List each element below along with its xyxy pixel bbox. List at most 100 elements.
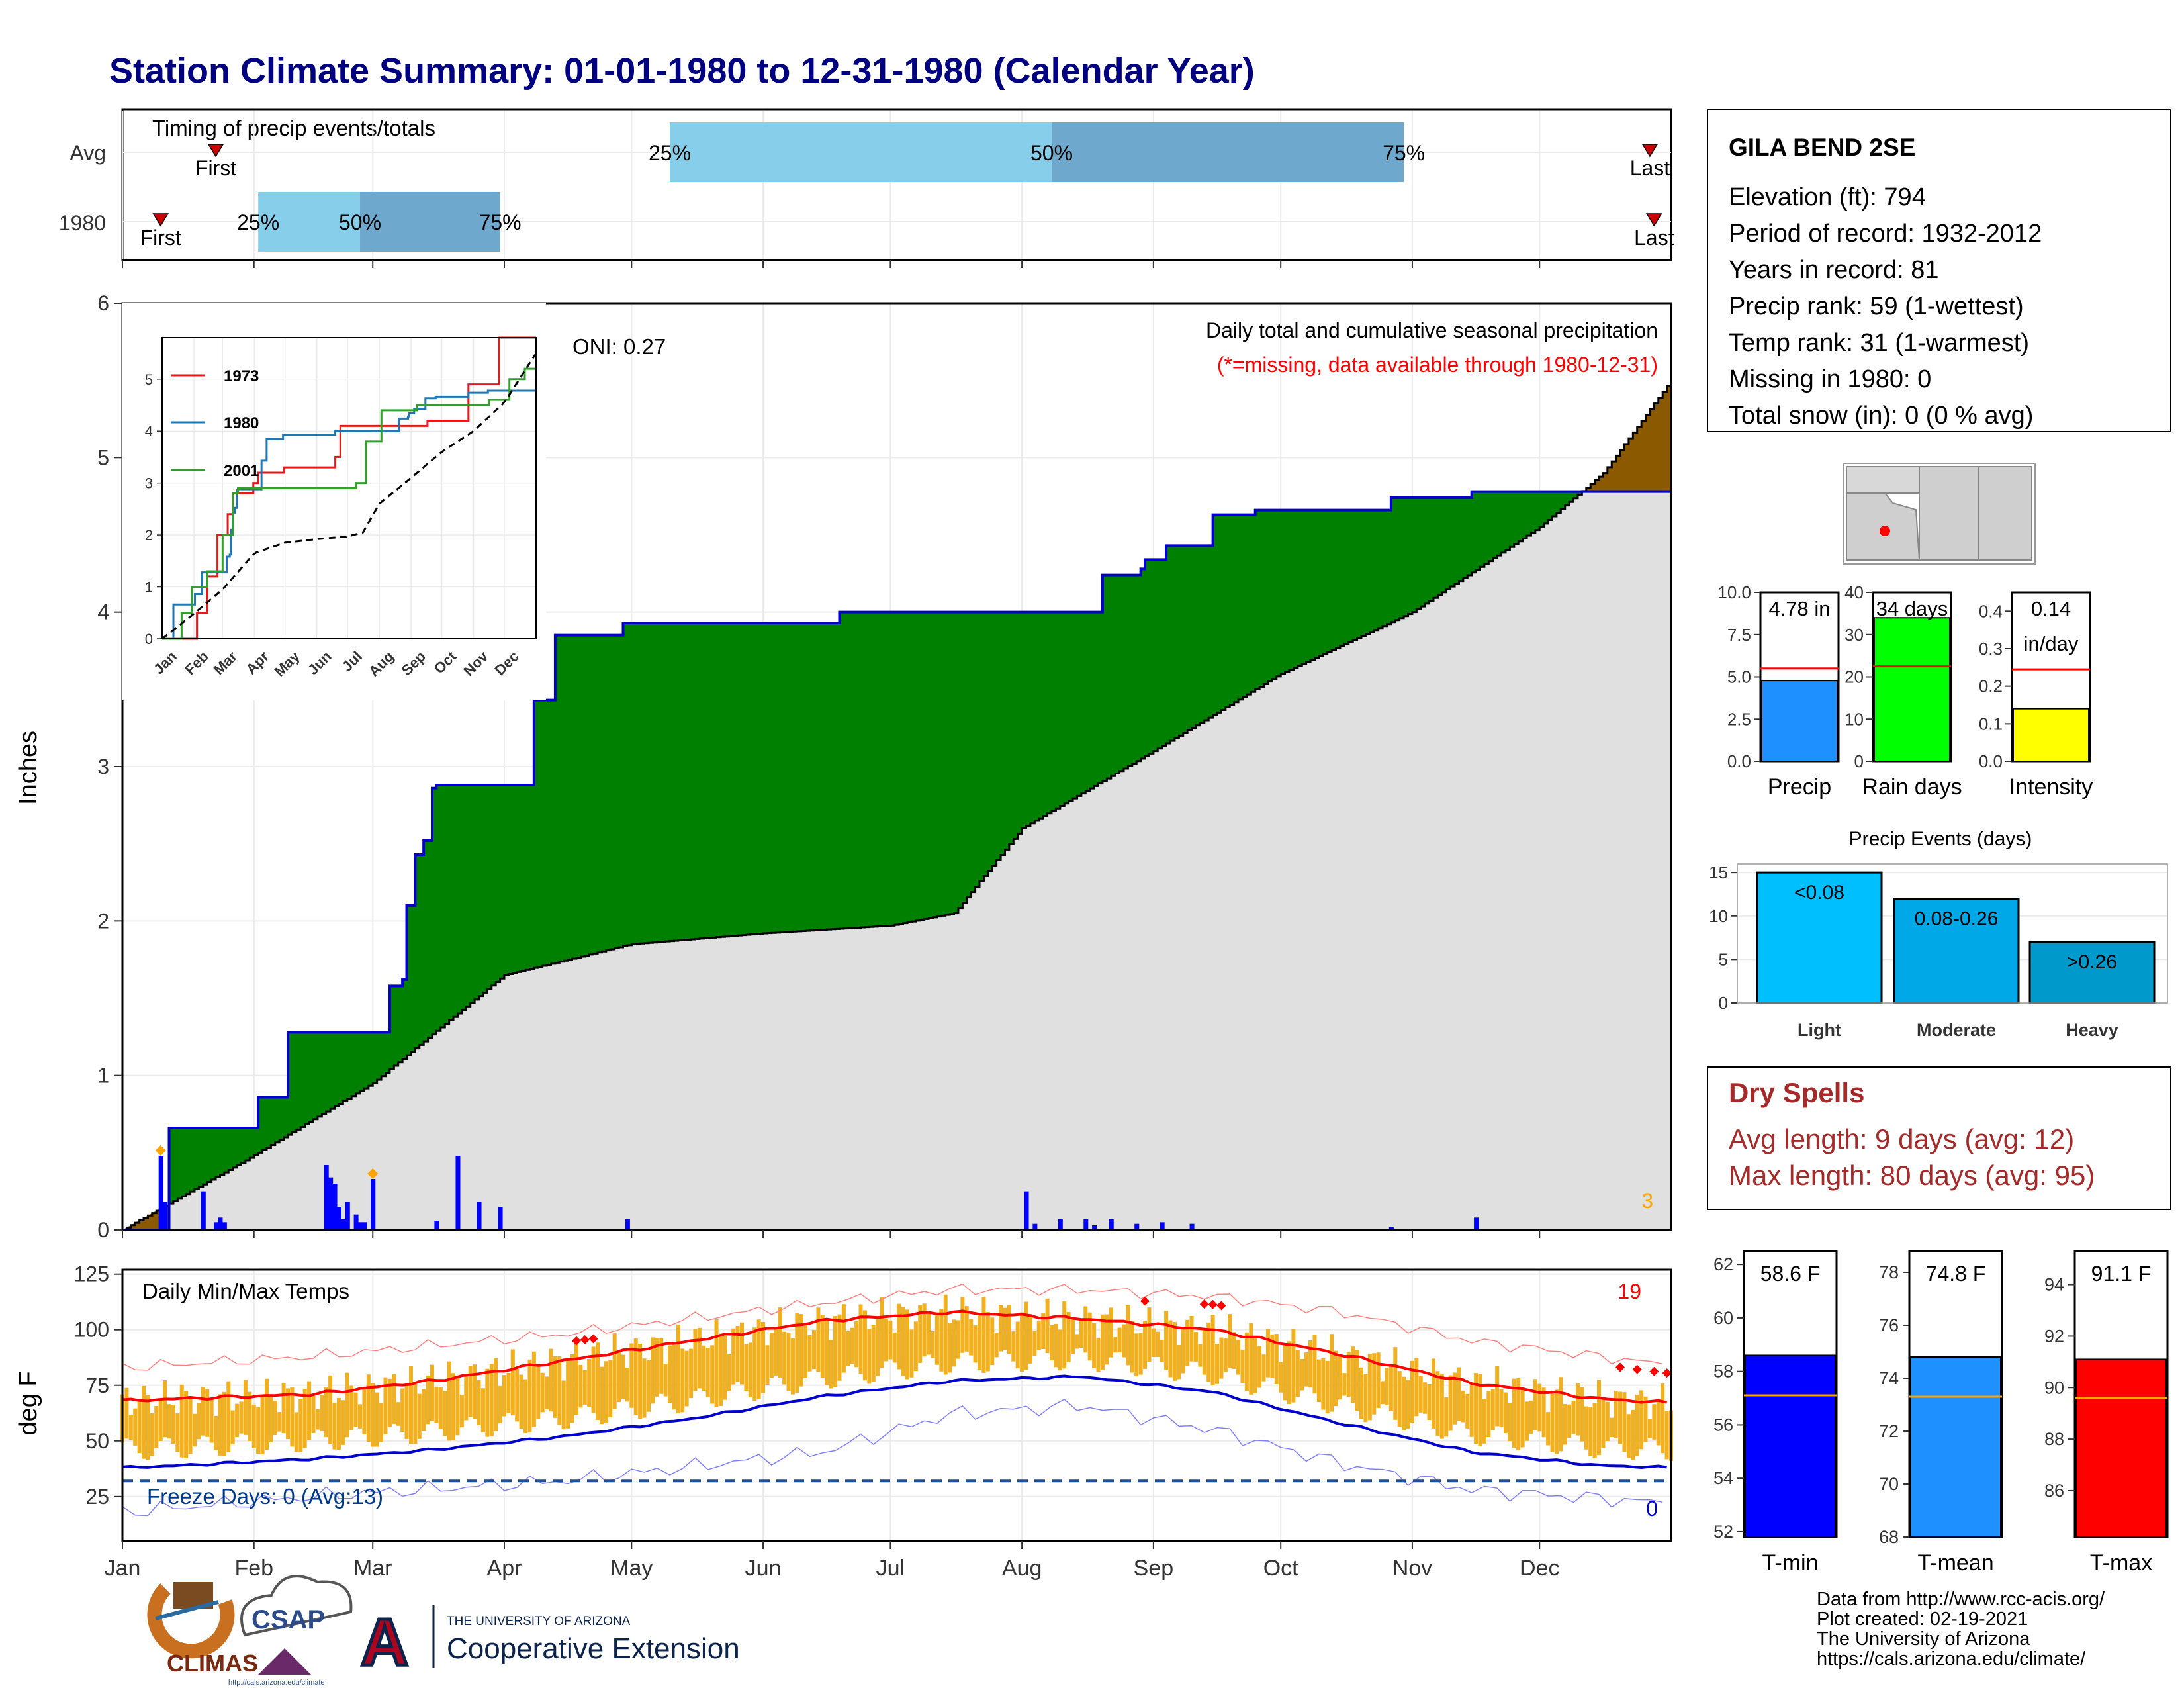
temp-bar-ytick-label: 54 (1713, 1468, 1733, 1488)
precip-subtitle: (*=missing, data available through 1980-… (1217, 353, 1658, 377)
temp-count-low: 0 (1646, 1497, 1658, 1521)
daily-precip-bar (362, 1222, 367, 1230)
events-bar (1893, 898, 2020, 1004)
daily-precip-bar (222, 1222, 227, 1230)
daily-precip-bar (371, 1179, 376, 1230)
record-high-marker (580, 1335, 590, 1345)
record-high-marker (571, 1336, 581, 1346)
mini-bar-ytick-label: 5.0 (1727, 667, 1751, 687)
mini-bar-ytick-label: 0 (1854, 751, 1864, 771)
mini-bar-ytick-label: 40 (1844, 583, 1864, 602)
daily-precip-bar (455, 1156, 461, 1230)
daily-precip-bar (341, 1219, 346, 1230)
mini-bar-label: Precip (1768, 774, 1831, 800)
month-label: Jun (745, 1556, 782, 1581)
dry-spells-max: Max length: 80 days (avg: 95) (1729, 1160, 2095, 1191)
timing-last-marker (1646, 213, 1662, 227)
temp-bar-value: 58.6 F (1760, 1262, 1821, 1286)
temp-bar-ytick-label: 60 (1713, 1308, 1733, 1328)
record-high-marker (1662, 1368, 1672, 1378)
daily-precip-bar (214, 1222, 219, 1230)
record-high-marker (1632, 1364, 1642, 1374)
timing-bar-50-75 (1052, 122, 1404, 182)
mini-bar-ytick-label: 7.5 (1727, 625, 1751, 645)
csap-url: http://cals.arizona.edu/climate (228, 1679, 325, 1687)
mini-bar-value-unit: in/day (2024, 632, 2079, 655)
precip-panel: 0 1 2 3 4 5 6 Inches Daily total and cumulativ… (15, 291, 1672, 1242)
daily-precip-bar (336, 1207, 341, 1230)
precip-ytick-label: 4 (97, 600, 109, 624)
ua-big: Cooperative Extension (447, 1632, 740, 1665)
temp-ytick-label: 125 (74, 1262, 109, 1286)
mini-bar-ytick-label: 2.5 (1727, 709, 1751, 729)
temp-bar (1745, 1354, 1836, 1538)
dry-spells-avg: Avg length: 9 days (avg: 12) (1729, 1123, 2074, 1154)
station-line: Years in record: 81 (1729, 256, 1939, 284)
timing-p25-label: 25% (237, 211, 279, 234)
observed-cumulative-line (122, 490, 1671, 1231)
daily-precip-bar (353, 1214, 359, 1230)
temp-bar-ytick-label: 58 (1713, 1362, 1733, 1382)
mini-bar (1761, 680, 1838, 762)
temp-bar-label: T-mean (1917, 1550, 1993, 1575)
timing-bar-25-50 (258, 192, 361, 252)
precip-ytick-label: 1 (97, 1064, 109, 1088)
timing-p75-label: 75% (1383, 141, 1425, 165)
daily-precip-bar (324, 1165, 329, 1230)
station-line: Precip rank: 59 (1-wettest) (1729, 293, 2024, 320)
precip-ylabel: Inches (15, 731, 42, 805)
timing-last-label: Last (1630, 156, 1670, 180)
temp-bar (2075, 1358, 2167, 1538)
csap-text: CSAP (251, 1605, 325, 1634)
temp-count-high: 19 (1617, 1280, 1641, 1303)
footer-line: https://cals.arizona.edu/climate/ (1817, 1648, 2086, 1669)
freeze-days: Freeze Days: 0 (Avg:13) (147, 1484, 383, 1509)
mini-bar-ytick-label: 0.1 (1979, 714, 2003, 733)
avg-cumulative-area (122, 380, 1671, 1230)
events-ytick-label: 5 (1719, 949, 1728, 969)
temp-bar (1910, 1356, 2001, 1538)
temp-ylabel: deg F (15, 1371, 42, 1435)
ua-small: THE UNIVERSITY OF ARIZONA (447, 1615, 631, 1628)
deficit-area (122, 1205, 165, 1230)
daily-precip-bar (1388, 1227, 1394, 1230)
mini-bar-ytick-label: 30 (1844, 625, 1864, 645)
timing-first-marker (152, 213, 169, 227)
temp-bar-ytick-label: 56 (1713, 1415, 1733, 1434)
mini-bar-ytick-label: 0.0 (1979, 751, 2003, 771)
temp-ytick-label: 25 (85, 1485, 109, 1509)
record-high-marker (1208, 1299, 1218, 1309)
daily-precip-bar (1024, 1191, 1029, 1230)
inset-ytick-label: 1 (145, 579, 153, 596)
mini-bar-ytick-label: 10 (1844, 709, 1864, 729)
daily-precip-bar (1474, 1217, 1479, 1230)
timing-first-marker (207, 144, 224, 158)
footer-line: Data from http://www.rcc-acis.org/ (1817, 1589, 2105, 1610)
temp-bar-value: 74.8 F (1926, 1262, 1986, 1286)
events-bar-label: Light (1797, 1020, 1841, 1040)
daily-precip-bar (163, 1202, 168, 1230)
temp-bar-ytick-label: 70 (1879, 1474, 1899, 1494)
daily-precip-bar (1032, 1223, 1038, 1230)
timing-row-label-1980: 1980 (59, 211, 106, 235)
timing-p50-label: 50% (1030, 141, 1073, 165)
record-high-marker (1140, 1296, 1150, 1306)
ua-logo: A THE UNIVERSITY OF ARIZONA Cooperative … (359, 1604, 740, 1681)
station-marker (1880, 526, 1890, 536)
large-event-marker (155, 1145, 166, 1156)
timing-first-label: First (195, 156, 236, 180)
station-info: GILA BEND 2SE Elevation (ft): 794 Period… (1707, 109, 2171, 432)
station-line: Elevation (ft): 794 (1729, 183, 1926, 211)
month-label: Mar (353, 1556, 392, 1581)
mini-bar-ytick-label: 0.4 (1979, 601, 2003, 621)
precip-ytick-label: 0 (97, 1218, 109, 1242)
daily-precip-bar (625, 1219, 630, 1230)
location-map (1843, 463, 2036, 565)
station-line: Missing in 1980: 0 (1729, 365, 1931, 393)
precip-events-chart: Precip Events (days) 0 5 10 15 <0.08 Light 0.0… (1709, 828, 2168, 1040)
annual-mini-bars: 0.0 2.5 5.0 7.5 10.0 4.78 in Precip 0 10 20 30 40 34… (1717, 583, 2093, 800)
events-bar-label: Heavy (2066, 1020, 2118, 1040)
temp-bar-ytick-label: 76 (1879, 1315, 1899, 1335)
temp-bar-ytick-label: 94 (2044, 1275, 2064, 1295)
temp-bar-label: T-max (2090, 1550, 2152, 1575)
